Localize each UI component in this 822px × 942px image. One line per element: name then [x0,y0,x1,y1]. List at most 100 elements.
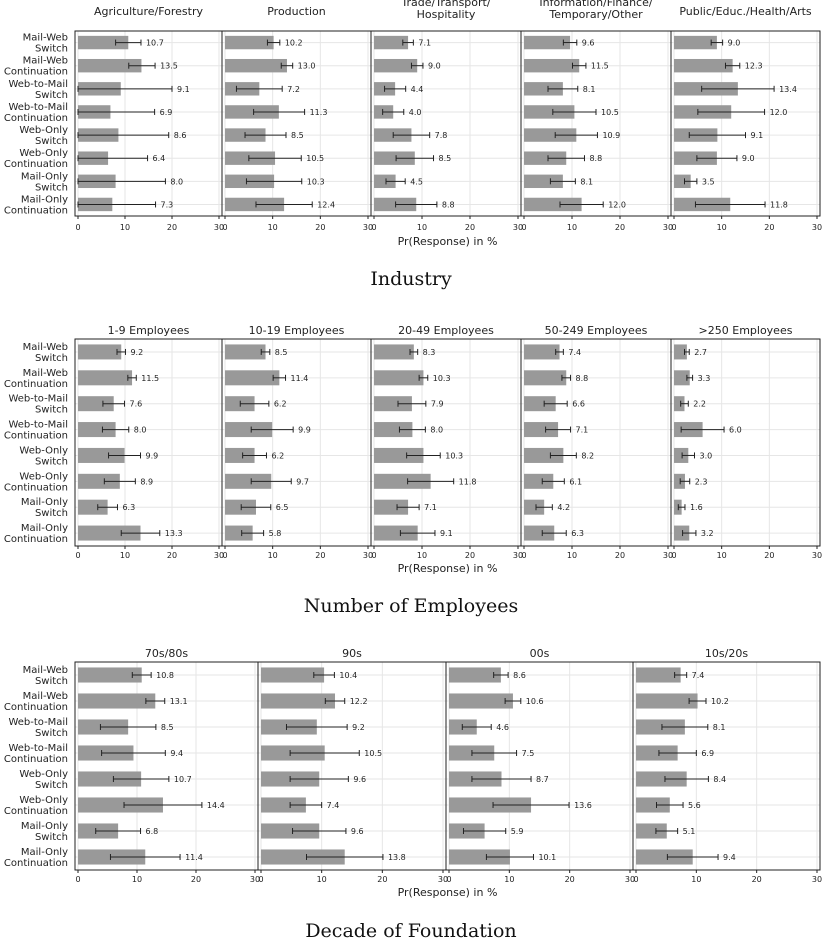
value-label: 6.2 [274,400,287,409]
value-label: 8.5 [275,348,288,357]
value-label: 5.8 [269,529,282,538]
y-label-line2: Continuation [4,113,68,124]
x-tick-label: 0 [633,875,638,884]
y-label-line1: Mail-Only [21,847,68,858]
y-label-line1: Web-to-Mail [8,102,68,113]
value-label: 9.9 [146,451,159,460]
value-label: 13.1 [170,697,188,706]
bar [78,667,142,683]
bar [524,396,556,412]
bar [374,344,414,360]
y-label-line2: Switch [35,676,68,687]
bar [636,719,685,735]
bar [524,422,559,438]
x-tick-label: 10 [567,223,577,232]
bar [524,35,571,50]
panel-title: 50-249 Employees [545,324,648,337]
value-label: 5.1 [683,827,696,836]
value-label: 12.0 [770,108,788,117]
x-tick-label: 10 [132,875,142,884]
x-tick-label: 0 [371,551,376,560]
panel-frame [221,338,372,547]
x-tick-label: 10 [691,875,701,884]
x-tick-label: 20 [615,223,625,232]
bar [261,797,306,813]
value-label: 13.5 [160,62,178,71]
x-tick-label: 30 [812,875,822,884]
x-tick-label: 20 [764,223,774,232]
y-label-line2: Continuation [4,159,68,170]
bar [674,35,717,50]
panel-frame [257,661,447,871]
x-tick-label: 20 [315,223,325,232]
y-label-line2: Continuation [4,379,68,390]
value-label: 10.8 [156,671,174,680]
x-tick-label: 30 [663,223,673,232]
x-tick-label: 10 [717,551,727,560]
value-label: 6.8 [146,827,159,836]
panel-title: 20-49 Employees [398,324,494,337]
value-label: 10.9 [602,131,620,140]
value-label: 6.0 [729,426,742,435]
value-label: 1.6 [690,503,703,512]
value-label: 10.2 [711,697,729,706]
x-tick-label: 30 [513,223,523,232]
x-tick-label: 0 [671,551,676,560]
x-axis-title: Pr(Response) in % [398,886,498,899]
value-label: 10.2 [285,39,303,48]
x-tick-label: 30 [812,223,822,232]
panel-title: Agriculture/Forestry [94,5,203,18]
panel-frame [632,661,821,871]
value-label: 8.1 [713,723,726,732]
bar [374,422,413,438]
value-label: 2.3 [695,477,708,486]
panel-title: 00s [530,647,550,660]
value-label: 8.0 [134,426,147,435]
bar [261,849,345,865]
panel-title: Information/Finance/ [539,0,652,9]
value-label: 9.1 [440,529,453,538]
value-label: 9.1 [177,85,190,94]
panel-frame [520,30,672,217]
panel-title: Temporary/Other [548,8,643,21]
y-label-line1: Web-to-Mail [8,717,68,728]
value-label: 9.0 [728,39,741,48]
bar [374,174,396,189]
bar [78,771,142,787]
x-tick-label: 0 [75,223,80,232]
bar [78,473,120,489]
y-label-line1: Mail-Only [21,821,68,832]
x-tick-label: 10 [120,223,130,232]
bar [78,525,141,541]
value-label: 8.9 [140,477,153,486]
x-tick-label: 0 [446,875,451,884]
y-label-line2: Switch [35,728,68,739]
bar [225,344,266,360]
value-label: 10.1 [538,853,556,862]
value-label: 6.3 [122,503,135,512]
x-tick-label: 20 [565,875,575,884]
bar [524,58,580,73]
bar [374,370,424,386]
bar [374,525,418,541]
value-label: 14.4 [207,801,225,810]
value-label: 13.4 [779,85,797,94]
x-axis-title: Pr(Response) in % [398,235,498,248]
bar [674,174,691,189]
panel-frame [670,338,821,547]
x-tick-label: 30 [438,875,448,884]
bar [78,396,114,412]
value-label: 3.3 [698,374,711,383]
bar [225,447,255,463]
value-label: 11.8 [770,200,788,209]
x-tick-label: 20 [465,223,475,232]
y-label-line1: Web-to-Mail [8,743,68,754]
bar [225,58,287,73]
bar [524,151,567,165]
bar [449,849,510,865]
value-label: 6.6 [572,400,585,409]
x-tick-label: 0 [521,223,526,232]
y-label-line2: Continuation [4,205,68,216]
x-tick-label: 10 [120,551,130,560]
